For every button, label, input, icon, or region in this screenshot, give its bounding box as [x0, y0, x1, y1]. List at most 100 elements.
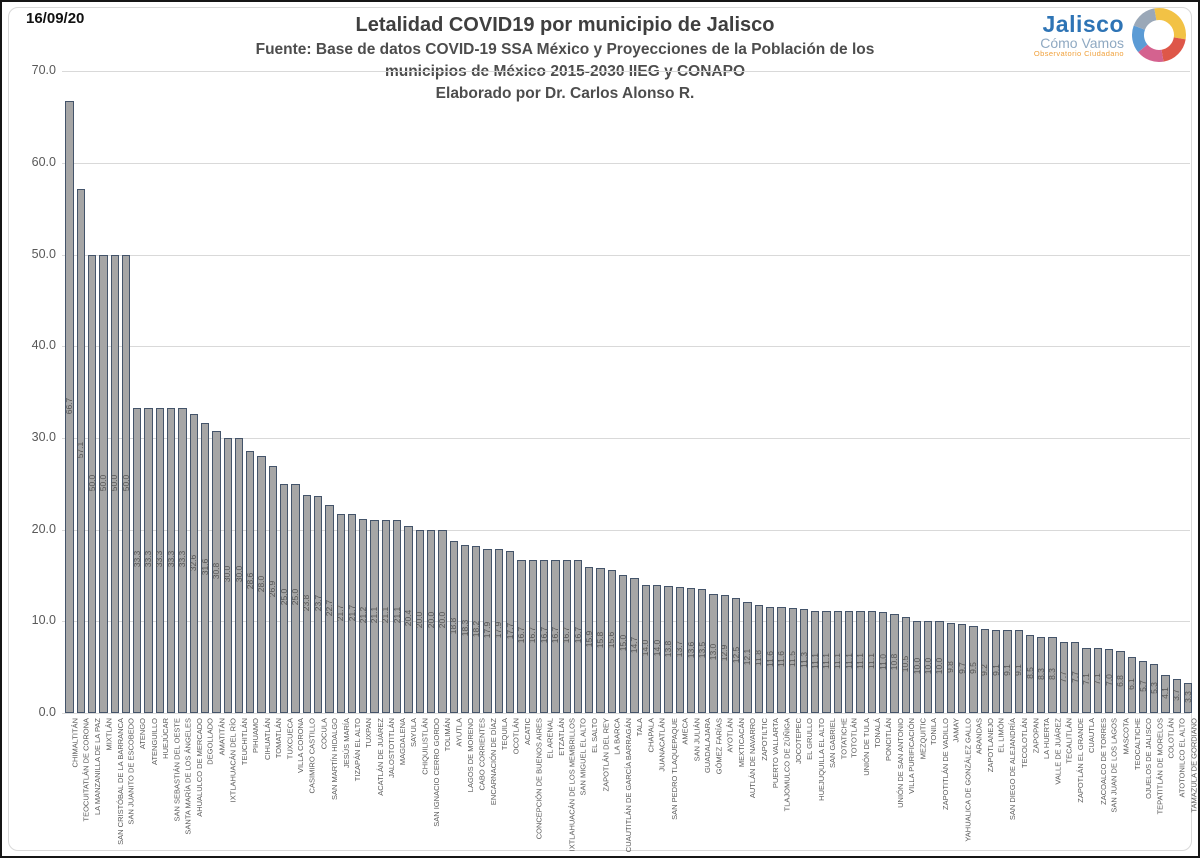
x-axis-category-label: IXTLAHUACÁN DE LOS MEMBRILLOS	[567, 718, 577, 852]
bar-value-label: 14.7	[629, 636, 639, 653]
bar-ayotlán	[720, 594, 730, 713]
bar-tizapán-el-alto	[347, 514, 357, 713]
bar-chapala	[641, 584, 650, 713]
x-axis-category-label: AYOTLÁN	[725, 718, 735, 753]
y-axis-tick-label: 70.0	[31, 63, 56, 78]
bar-value-label: 16.7	[561, 627, 572, 644]
x-axis-category-label: MASCOTA	[1121, 718, 1131, 755]
bar-value-label: 32.6	[188, 554, 199, 571]
bar-puerto-vallarta	[765, 606, 775, 713]
bar-value-label: 23.7	[312, 595, 323, 612]
x-axis-category-label: ZAPOTITLÁN DE VADILLO	[940, 718, 950, 810]
x-axis-category-label: EL GRULLO	[805, 718, 814, 760]
bar-value-label: 50.0	[97, 474, 108, 492]
x-axis-category-label: MAGDALENA	[398, 718, 408, 766]
bar-san-miguel-el-alto	[573, 559, 583, 713]
bar-value-label: 16.7	[527, 627, 538, 644]
bar-la-manzanilla-de-la-paz	[87, 254, 97, 713]
bar-san-pedro-tlaquepaque	[664, 586, 673, 713]
y-axis-tick-label: 0.0	[38, 705, 56, 719]
bar-value-label: 33.3	[154, 551, 165, 568]
bar-value-label: 10.0	[934, 657, 945, 675]
bar-cabo-corrientes	[472, 546, 481, 713]
bar-pihuamo	[246, 450, 255, 713]
bar-etzatlán	[551, 559, 560, 713]
bar-juanacatlán	[652, 584, 662, 713]
bar-value-label: 11.1	[821, 653, 832, 670]
y-axis-tick-label: 10.0	[31, 613, 56, 628]
chart-title: Letalidad COVID19 por municipio de Jalis…	[355, 14, 775, 36]
x-axis-category-label: SAN JUAN DE LOS LAGOS	[1110, 718, 1120, 813]
bar-huejuquilla-el-alto	[811, 611, 820, 713]
chart-subtitle-source-1: Fuente: Base de datos COVID-19 SSA Méxic…	[255, 41, 875, 58]
bar-value-label: 9.8	[945, 661, 956, 673]
x-axis-category-label: ATENGUILLO	[149, 718, 159, 765]
x-axis-category-label: SAN MIGUEL EL ALTO	[579, 718, 588, 796]
bar-guadalajara	[698, 589, 707, 713]
x-axis-category-label: YAHUALICA DE GONZÁLEZ GALLO	[963, 718, 973, 842]
bar-value-label: 18.3	[459, 619, 470, 637]
bar-san-juanito-de-escobedo	[121, 254, 131, 713]
bar-jesús-maría	[336, 514, 345, 713]
bar-value-label: 9.2	[979, 663, 990, 676]
bar-acatlán-de-juárez	[370, 519, 379, 713]
bar-value-label: 50.0	[120, 474, 131, 492]
bar-cuautitlán-de-garcía-barragán	[619, 575, 628, 713]
bar-atotonilco-el-alto	[1172, 679, 1182, 713]
bar-el-salto	[585, 567, 594, 713]
bar-value-label: 13.0	[708, 644, 719, 661]
bar-value-label: 9.7	[956, 661, 967, 674]
bar-value-label: 4.1	[1160, 687, 1171, 700]
bar-value-label: 11.8	[753, 649, 764, 666]
bar-zapotitlán-de-vadillo	[935, 621, 944, 713]
x-axis-category-label: EL ARENAL	[545, 718, 555, 759]
x-axis-category-label: ZAPOTLÁN DEL REY	[601, 718, 611, 792]
x-axis-category-label: CASIMIRO CASTILLO	[307, 718, 317, 794]
x-axis-category-label: CHIQUILISTLÁN	[420, 718, 430, 775]
bar-value-label: 13.6	[685, 641, 696, 658]
bar-value-label: 28.0	[256, 575, 267, 592]
bar-colotlán	[1161, 675, 1170, 713]
bar-value-label: 7.7	[1069, 670, 1080, 683]
x-axis-category-label: LA BARCA	[612, 718, 622, 755]
x-axis-category-label: ZAPOPAN	[1031, 718, 1040, 754]
x-axis-category-label: AHUALULCO DE MERCADO	[194, 718, 204, 817]
bar-tequila	[494, 548, 504, 713]
bar-concepción-de-buenos-aires	[528, 559, 537, 713]
bar-value-label: 7.7	[1058, 670, 1069, 683]
bar-tuxcueca	[280, 483, 289, 713]
bar-value-label: 7.1	[1092, 673, 1103, 686]
bar-value-label: 6.8	[1114, 674, 1125, 687]
bar-value-label: 7.0	[1103, 673, 1114, 686]
bar-value-label: 9.1	[990, 664, 1001, 677]
x-axis-category-label: ARANDAS	[974, 718, 984, 755]
x-axis-category-label: ZAPOTLANEJO	[985, 718, 995, 773]
bar-value-label: 8.3	[1047, 668, 1058, 680]
x-axis-category-label: JESÚS MARÍA	[341, 718, 351, 769]
x-axis-category-label: LA MANZANILLA DE LA PAZ	[93, 718, 103, 815]
bar-value-label: 11.1	[866, 653, 877, 670]
gridline-30.0	[62, 437, 1190, 439]
bar-value-label: 15.0	[617, 634, 628, 652]
bar-value-label: 16.7	[572, 627, 583, 644]
x-axis-category-label: COCULA	[319, 718, 329, 750]
bar-tecalitlán	[1059, 642, 1069, 713]
bar-value-label: 15.9	[583, 630, 594, 648]
bar-value-label: 5.7	[1137, 679, 1148, 692]
x-axis-category-label: JALOSTOTITLÁN	[386, 718, 396, 778]
x-axis-category-label: CONCEPCIÓN DE BUENOS AIRES	[533, 718, 543, 840]
bar-value-label: 7.1	[1081, 673, 1091, 686]
bar-san-diego-de-alejandría	[1003, 629, 1012, 713]
x-axis-category-label: EL SALTO	[590, 718, 600, 753]
bar-cocula	[313, 495, 323, 713]
x-axis-category-label: SAN DIEGO DE ALEJANDRÍA	[1008, 718, 1018, 821]
bar-value-label: 10.5	[900, 655, 911, 673]
bar-ahualulco-de-mercado	[189, 414, 198, 713]
bar-value-label: 21.7	[335, 604, 346, 621]
x-axis-category-label: VILLA CORONA	[296, 718, 306, 774]
x-axis-category-label: OJUELOS DE JALISCO	[1144, 718, 1153, 799]
bar-teuchitlán	[234, 437, 244, 713]
bar-value-label: 16.7	[549, 627, 560, 644]
bar-amatitán	[212, 430, 221, 713]
bar-zapotlán-del-rey	[596, 568, 605, 713]
